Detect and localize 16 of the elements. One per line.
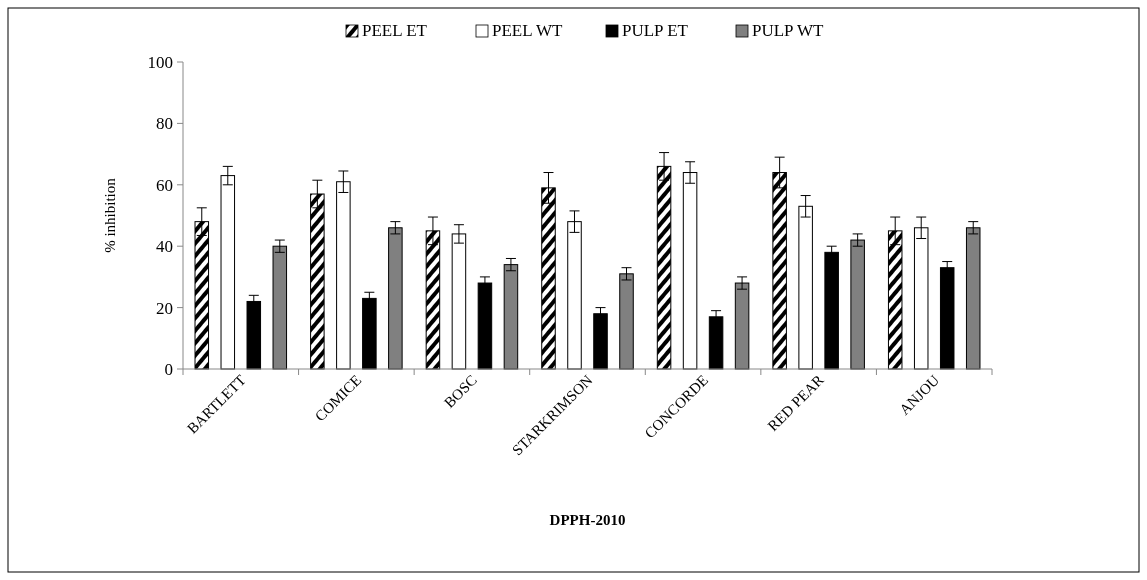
bar xyxy=(824,251,839,370)
y-tick-label: 80 xyxy=(156,114,173,134)
y-tick-label: 40 xyxy=(156,237,173,257)
y-axis-title: % inhibition xyxy=(102,177,118,253)
y-tick-label: 100 xyxy=(147,52,173,72)
legend-label: PULP WT xyxy=(752,21,824,40)
legend-label: PEEL WT xyxy=(492,21,563,40)
y-tick-label: 0 xyxy=(164,359,173,379)
legend-label: PULP ET xyxy=(622,21,689,40)
bar xyxy=(246,300,262,370)
y-tick-label: 60 xyxy=(156,175,173,195)
x-axis-title: DPPH-2010 xyxy=(549,512,626,528)
y-tick-label: 20 xyxy=(156,298,173,318)
legend-label: PEEL ET xyxy=(362,21,428,40)
bar xyxy=(477,282,493,370)
bar xyxy=(362,297,377,370)
